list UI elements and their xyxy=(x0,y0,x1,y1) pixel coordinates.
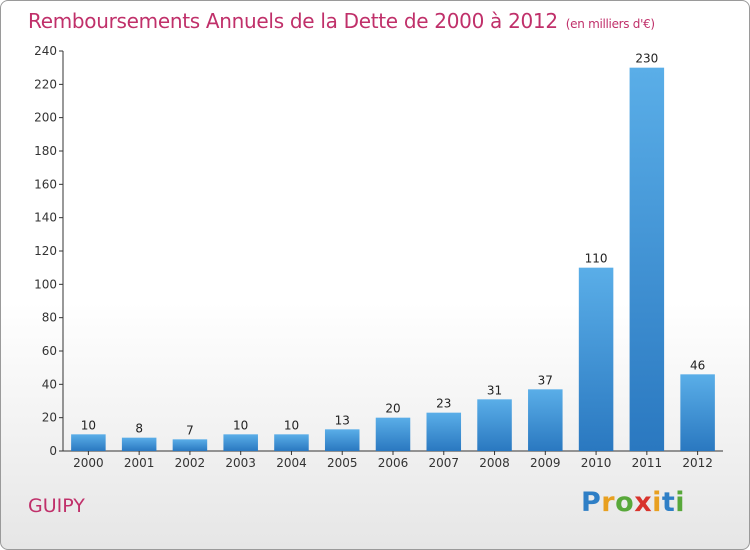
x-tick-label: 2012 xyxy=(682,456,713,470)
chart-title: Remboursements Annuels de la Dette de 20… xyxy=(28,9,655,33)
chart-title-text: Remboursements Annuels de la Dette de 20… xyxy=(28,9,558,33)
bar xyxy=(629,67,665,452)
chart-unit-label: (en milliers d'€) xyxy=(565,17,655,31)
logo-letter: o xyxy=(615,487,635,518)
bar-value-label: 230 xyxy=(635,52,658,66)
bar-value-label: 46 xyxy=(690,358,705,372)
y-tick-label: 220 xyxy=(34,77,57,91)
bar xyxy=(477,399,512,451)
x-tick-label: 2005 xyxy=(327,456,358,470)
y-tick-label: 40 xyxy=(42,377,57,391)
bar-value-label: 13 xyxy=(335,413,350,427)
bar-value-label: 110 xyxy=(585,252,608,266)
bar-value-label: 8 xyxy=(135,422,143,436)
logo-letter: P xyxy=(581,487,602,518)
bar xyxy=(375,417,411,451)
bar-value-label: 10 xyxy=(233,418,248,432)
bar xyxy=(121,437,157,451)
bar xyxy=(426,412,462,451)
y-tick-label: 20 xyxy=(42,411,57,425)
y-tick-label: 0 xyxy=(49,444,57,458)
bar-value-label: 10 xyxy=(284,418,299,432)
logo-letter: r xyxy=(601,487,616,518)
y-tick-label: 120 xyxy=(34,244,57,258)
bar-value-label: 23 xyxy=(436,397,451,411)
bar-value-label: 37 xyxy=(538,373,553,387)
bar xyxy=(324,429,360,451)
y-tick-label: 140 xyxy=(34,211,57,225)
commune-name: GUIPY xyxy=(28,495,85,517)
bar xyxy=(578,267,614,451)
x-tick-label: 2007 xyxy=(428,456,459,470)
x-tick-label: 2001 xyxy=(124,456,155,470)
y-tick-label: 80 xyxy=(42,311,57,325)
bar xyxy=(274,434,309,451)
x-tick-label: 2004 xyxy=(276,456,307,470)
y-tick-label: 60 xyxy=(42,344,57,358)
x-tick-label: 2010 xyxy=(581,456,612,470)
y-tick-label: 160 xyxy=(34,177,57,191)
x-tick-label: 2008 xyxy=(479,456,510,470)
logo-letter: i xyxy=(652,487,662,518)
logo-letter: i xyxy=(675,487,686,518)
bar-value-label: 10 xyxy=(81,418,96,432)
y-tick-label: 180 xyxy=(34,144,57,158)
bar xyxy=(680,374,715,451)
bar-value-label: 7 xyxy=(186,423,194,437)
x-tick-label: 2011 xyxy=(632,456,663,470)
x-tick-label: 2009 xyxy=(530,456,561,470)
proxiti-logo: Proxiti xyxy=(581,487,685,518)
logo-letter: x xyxy=(634,487,653,518)
logo-letter: t xyxy=(661,487,676,518)
x-tick-label: 2000 xyxy=(73,456,104,470)
y-tick-label: 240 xyxy=(34,44,57,58)
bar xyxy=(223,434,258,451)
y-tick-label: 200 xyxy=(34,111,57,125)
bar xyxy=(172,439,208,451)
x-tick-label: 2002 xyxy=(175,456,206,470)
x-tick-label: 2003 xyxy=(225,456,256,470)
x-tick-label: 2006 xyxy=(378,456,409,470)
bar xyxy=(71,434,106,451)
bar xyxy=(528,389,563,451)
bar-value-label: 31 xyxy=(487,383,502,397)
bar-value-label: 20 xyxy=(385,402,400,416)
y-tick-label: 100 xyxy=(34,277,57,291)
